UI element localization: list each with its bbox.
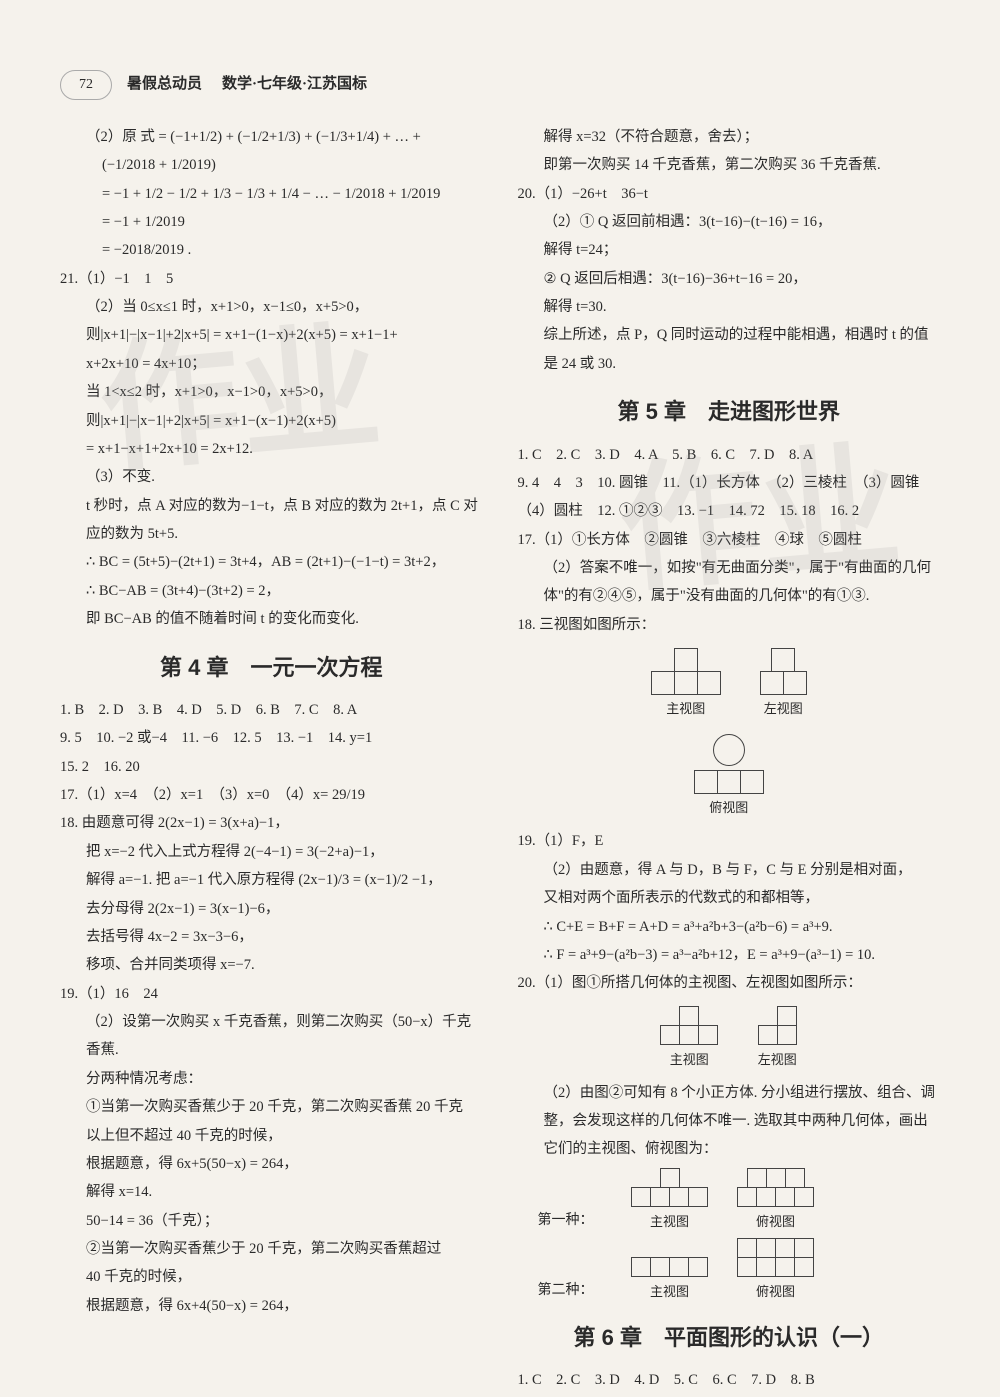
text-line: ①当第一次购买香蕉少于 20 千克，第二次购买香蕉 20 千克 bbox=[60, 1095, 483, 1120]
text-line: 9. 4 4 3 10. 圆锥 11.（1）长方体 （2）三棱柱 （3）圆锥 bbox=[518, 471, 941, 496]
text-line: 应的数为 5t+5. bbox=[60, 522, 483, 547]
text-line: = −1 + 1/2019 bbox=[60, 210, 483, 235]
text-line: = x+1−x+1+2x+10 = 2x+12. bbox=[60, 437, 483, 462]
kind-1-label: 第一种： bbox=[538, 1209, 594, 1233]
text-line: （2）设第一次购买 x 千克香蕉，则第二次购买（50−x）千克 bbox=[60, 1010, 483, 1035]
text-line: ∴ BC−AB = (3t+4)−(3t+2) = 2， bbox=[60, 579, 483, 604]
diagram-18-left: 左视图 bbox=[760, 648, 806, 720]
text-line: 1. C 2. C 3. D 4. A 5. B 6. C 7. D 8. A bbox=[518, 443, 941, 468]
text-line: 香蕉. bbox=[60, 1038, 483, 1063]
diagram-label: 主视图 bbox=[632, 1211, 708, 1233]
text-line: 解得 t=24； bbox=[518, 238, 941, 263]
text-line: 15. 2 16. 20 bbox=[60, 755, 483, 780]
text-line: t 秒时，点 A 对应的数为−1−t，点 B 对应的数为 2t+1，点 C 对 bbox=[60, 494, 483, 519]
text-line: 又相对两个面所表示的代数式的和都相等， bbox=[518, 886, 941, 911]
diagram-label: 左视图 bbox=[760, 698, 806, 720]
text-line: 根据题意，得 6x+4(50−x) = 264， bbox=[60, 1294, 483, 1319]
text-line: 解得 x=14. bbox=[60, 1180, 483, 1205]
text-line: 18. 三视图如图所示： bbox=[518, 613, 941, 638]
text-line: （2）由图②可知有 8 个小正方体. 分小组进行摆放、组合、调 bbox=[518, 1081, 941, 1106]
text-line: ∴ C+E = B+F = A+D = a³+a²b+3−(a²b−6) = a… bbox=[518, 915, 941, 940]
diagram-label: 主视图 bbox=[651, 698, 720, 720]
text-line: 9. 5 10. −2 或−4 11. −6 12. 5 13. −1 14. … bbox=[60, 726, 483, 751]
diagram-20-1-left: 左视图 bbox=[758, 1007, 797, 1071]
diagram-20-1-main: 主视图 bbox=[661, 1007, 718, 1071]
page-number: 72 bbox=[60, 70, 112, 100]
text-line: 去括号得 4x−2 = 3x−3−6， bbox=[60, 925, 483, 950]
diagram-label: 主视图 bbox=[661, 1049, 718, 1071]
left-column: （2）原 式 = (−1+1/2) + (−1/2+1/3) + (−1/3+1… bbox=[60, 125, 483, 1397]
text-line: 20.（1）图①所搭几何体的主视图、左视图如图所示： bbox=[518, 971, 941, 996]
text-line: （4）圆柱 12. ①②③ 13. −1 14. 72 15. 18 16. 2 bbox=[518, 499, 941, 524]
text-line: 21.（1）−1 1 5 bbox=[60, 267, 483, 292]
diagram-20-2-kind1: 第一种： 主视图 俯视图 bbox=[538, 1169, 941, 1233]
diagram-label: 俯视图 bbox=[738, 1211, 814, 1233]
header-title-main: 暑假总动员 bbox=[127, 72, 202, 98]
text-line: 20.（1）−26+t 36−t bbox=[518, 182, 941, 207]
text-line: 17.（1）x=4 （2）x=1 （3）x=0 （4）x= 29/19 bbox=[60, 783, 483, 808]
text-line: 40 千克的时候， bbox=[60, 1265, 483, 1290]
text-line: （2）由题意，得 A 与 D，B 与 F，C 与 E 分别是相对面， bbox=[518, 858, 941, 883]
text-line: 19.（1）16 24 bbox=[60, 982, 483, 1007]
diagram-label: 主视图 bbox=[632, 1281, 708, 1303]
diagram-label: 左视图 bbox=[758, 1049, 797, 1071]
text-line: ∴ F = a³+9−(a²b−3) = a³−a²b+12，E = a³+9−… bbox=[518, 943, 941, 968]
right-column: 解得 x=32（不符合题意，舍去）； 即第一次购买 14 千克香蕉，第二次购买 … bbox=[518, 125, 941, 1397]
text-line: (−1/2018 + 1/2019) bbox=[60, 153, 483, 178]
text-line: 解得 t=30. bbox=[518, 295, 941, 320]
text-line: （2）答案不唯一，如按"有无曲面分类"，属于"有曲面的几何 bbox=[518, 556, 941, 581]
text-line: 去分母得 2(2x−1) = 3(x−1)−6， bbox=[60, 897, 483, 922]
text-line: ②当第一次购买香蕉少于 20 千克，第二次购买香蕉超过 bbox=[60, 1237, 483, 1262]
diagram-18-main: 主视图 bbox=[651, 648, 720, 720]
text-line: 解得 a=−1. 把 a=−1 代入原方程得 (2x−1)/3 = (x−1)/… bbox=[60, 868, 483, 893]
text-line: 以上但不超过 40 千克的时候， bbox=[60, 1124, 483, 1149]
diagram-18: 主视图 左视图 bbox=[518, 648, 941, 720]
text-line: = −1 + 1/2 − 1/2 + 1/3 − 1/3 + 1/4 − … −… bbox=[60, 182, 483, 207]
text-line: 则|x+1|−|x−1|+2|x+5| = x+1−(x−1)+2(x+5) bbox=[60, 409, 483, 434]
text-line: = −2018/2019 . bbox=[60, 238, 483, 263]
diagram-20-2-kind2: 第二种： 主视图 俯视图 bbox=[538, 1239, 941, 1303]
header-title-sub: 数学·七年级·江苏国标 bbox=[222, 72, 367, 98]
text-line: 体"的有②④⑤，属于"没有曲面的几何体"的有①③. bbox=[518, 584, 941, 609]
text-line: 19.（1）F，E bbox=[518, 829, 941, 854]
chapter-6-title: 第 6 章 平面图形的认识（一） bbox=[518, 1319, 941, 1356]
text-line: 当 1<x≤2 时，x+1>0，x−1>0，x+5>0， bbox=[60, 380, 483, 405]
text-line: 17.（1）①长方体 ②圆锥 ③六棱柱 ④球 ⑤圆柱 bbox=[518, 528, 941, 553]
text-line: 根据题意，得 6x+5(50−x) = 264， bbox=[60, 1152, 483, 1177]
diagram-20-1: 主视图 左视图 bbox=[518, 1007, 941, 1071]
text-line: ∴ BC = (5t+5)−(2t+1) = 3t+4，AB = (2t+1)−… bbox=[60, 550, 483, 575]
text-line: 18. 由题意可得 2(2x−1) = 3(x+a)−1， bbox=[60, 811, 483, 836]
text-line: 即 BC−AB 的值不随着时间 t 的变化而变化. bbox=[60, 607, 483, 632]
text-line: 移项、合并同类项得 x=−7. bbox=[60, 953, 483, 978]
text-line: 综上所述，点 P，Q 同时运动的过程中能相遇，相遇时 t 的值 bbox=[518, 323, 941, 348]
text-line: x+2x+10 = 4x+10； bbox=[60, 352, 483, 377]
chapter-4-title: 第 4 章 一元一次方程 bbox=[60, 649, 483, 686]
text-line: 它们的主视图、俯视图为： bbox=[518, 1137, 941, 1162]
text-line: 则|x+1|−|x−1|+2|x+5| = x+1−(1−x)+2(x+5) =… bbox=[60, 323, 483, 348]
text-line: （2）① Q 返回前相遇：3(t−16)−(t−16) = 16， bbox=[518, 210, 941, 235]
kind-2-label: 第二种： bbox=[538, 1279, 594, 1303]
content-columns: （2）原 式 = (−1+1/2) + (−1/2+1/3) + (−1/3+1… bbox=[60, 125, 940, 1397]
text-line: 把 x=−2 代入上式方程得 2(−4−1) = 3(−2+a)−1， bbox=[60, 840, 483, 865]
text-line: 解得 x=32（不符合题意，舍去）； bbox=[518, 125, 941, 150]
text-line: 整，会发现这样的几何体不唯一. 选取其中两种几何体，画出 bbox=[518, 1109, 941, 1134]
text-line: 分两种情况考虑： bbox=[60, 1067, 483, 1092]
text-line: 1. B 2. D 3. B 4. D 5. D 6. B 7. C 8. A bbox=[60, 698, 483, 723]
page-header: 72 暑假总动员 数学·七年级·江苏国标 bbox=[60, 70, 940, 100]
text-line: 50−14 = 36（千克）； bbox=[60, 1209, 483, 1234]
text-line: 即第一次购买 14 千克香蕉，第二次购买 36 千克香蕉. bbox=[518, 153, 941, 178]
diagram-label: 俯视图 bbox=[694, 797, 763, 819]
diagram-18-top: 俯视图 bbox=[518, 730, 941, 819]
chapter-5-title: 第 5 章 走进图形世界 bbox=[518, 393, 941, 430]
text-line: （2）原 式 = (−1+1/2) + (−1/2+1/3) + (−1/3+1… bbox=[60, 125, 483, 150]
text-line: （2）当 0≤x≤1 时，x+1>0，x−1≤0，x+5>0， bbox=[60, 295, 483, 320]
text-line: ② Q 返回后相遇：3(t−16)−36+t−16 = 20， bbox=[518, 267, 941, 292]
text-line: 1. C 2. C 3. D 4. D 5. C 6. C 7. D 8. B bbox=[518, 1368, 941, 1393]
text-line: （3）不变. bbox=[60, 465, 483, 490]
diagram-label: 俯视图 bbox=[738, 1281, 814, 1303]
text-line: 是 24 或 30. bbox=[518, 352, 941, 377]
